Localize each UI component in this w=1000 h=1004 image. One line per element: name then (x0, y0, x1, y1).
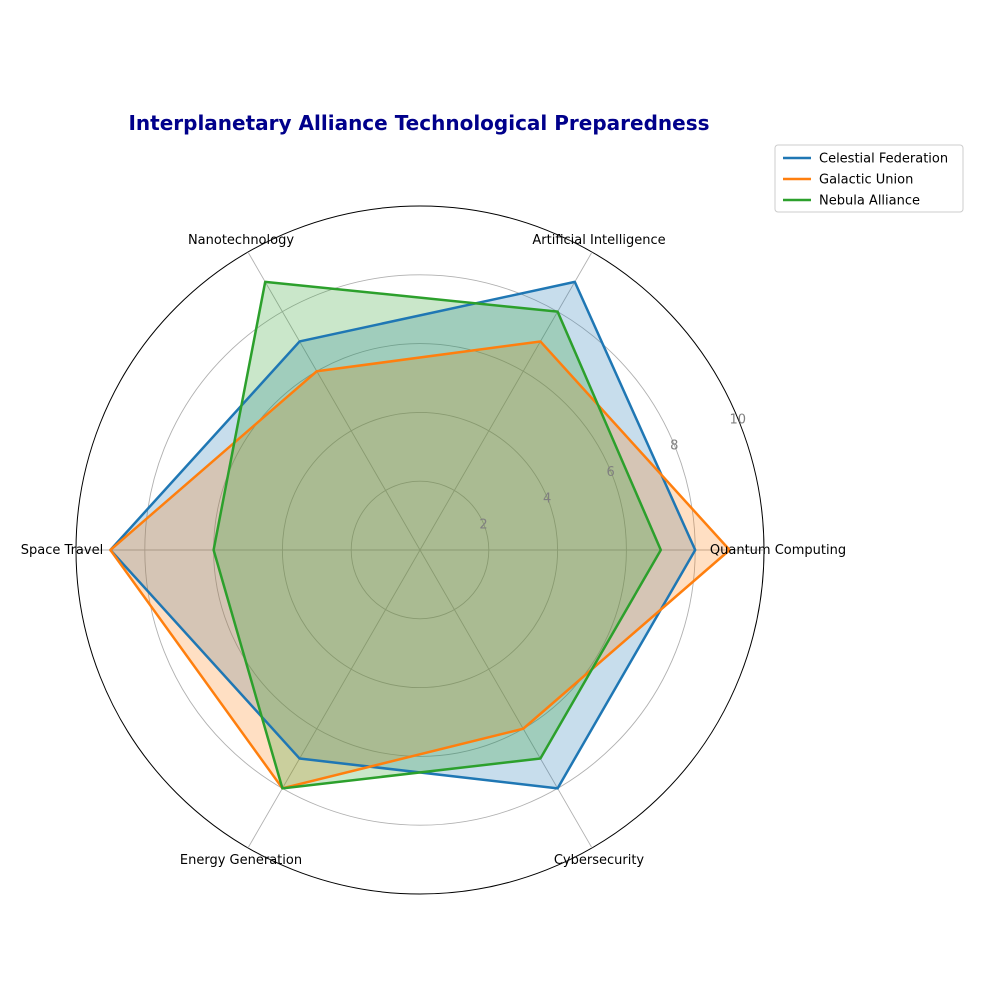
category-label: Nanotechnology (188, 233, 294, 248)
r-tick-label: 2 (479, 518, 487, 533)
category-label: Space Travel (21, 543, 103, 558)
legend-label: Nebula Alliance (819, 194, 920, 209)
category-label: Artificial Intelligence (532, 233, 665, 248)
grid-spoke (419, 251, 593, 551)
series-layer (109, 280, 731, 790)
r-tick-label: 6 (607, 465, 615, 480)
grid-spoke (247, 549, 421, 849)
grid-spoke (247, 251, 421, 551)
chart-title: Interplanetary Alliance Technological Pr… (128, 111, 709, 135)
series-area-2 (110, 341, 730, 789)
series-line-3 (212, 280, 663, 790)
series-area-1 (110, 281, 696, 789)
legend-box (774, 144, 964, 213)
grid-spoke (419, 549, 593, 849)
category-label: Cybersecurity (554, 853, 645, 868)
category-label: Energy Generation (180, 853, 302, 868)
category-label: Quantum Computing (710, 543, 846, 558)
label-layer: 2 4 6 8 10 Quantum Computing Artificial Intell… (21, 233, 846, 868)
legend-label: Galactic Union (819, 173, 913, 188)
series-area-3 (213, 281, 661, 789)
r-tick-label: 10 (730, 412, 747, 427)
series-line-2 (109, 340, 731, 790)
r-tick-label: 4 (543, 491, 551, 506)
r-tick-label: 8 (670, 439, 678, 454)
legend-label: Celestial Federation (819, 152, 948, 167)
legend: Celestial Federation Galactic Union Nebula… (774, 144, 964, 213)
